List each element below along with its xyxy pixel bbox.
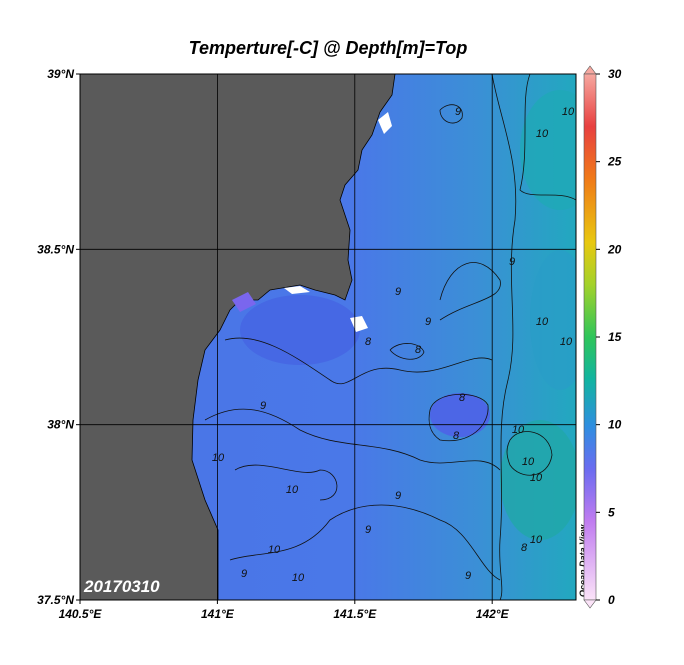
colorbar-tick-label: 0 [608,593,615,607]
contour-label: 9 [465,570,471,582]
y-tick-label: 37.5°N [37,593,74,607]
contour-label: 8 [365,336,372,348]
land [80,74,396,600]
warm-patch [520,90,576,210]
bay [232,292,256,312]
y-tick-label: 39°N [47,67,74,81]
colorbar-tick-label: 15 [608,330,622,344]
x-tick-label: 142°E [476,607,510,621]
contour-label: 9 [509,256,515,268]
contour-label: 9 [241,568,247,580]
x-tick-label: 141°E [201,607,235,621]
contour-label: 8 [453,430,460,442]
contour-label: 9 [395,286,401,298]
colorbar-tick-label: 10 [608,418,622,432]
colorbar-tick-label: 5 [608,505,615,519]
credit: Ocean Data View [578,524,588,597]
colorbar: 0 5 10 15 20 25 30 [583,65,622,609]
contour-label: 9 [455,106,461,118]
contour-label: 10 [512,424,525,436]
contour-label: 10 [536,128,549,140]
cool-patch [240,295,360,365]
contour-label: 9 [395,490,401,502]
contour-label: 10 [522,456,535,468]
colorbar-arrow [583,65,597,75]
contour-label: 10 [562,106,575,118]
x-tick-label: 141.5°E [333,607,377,621]
date-label: 20170310 [83,577,160,596]
contour-label: 10 [560,336,573,348]
contour-label: 10 [286,484,299,496]
cool-patch [430,393,490,437]
map-frame [79,73,577,601]
contours [204,74,576,600]
contour-label: 9 [260,400,266,412]
warm-patch [530,250,576,390]
contour-label: 10 [536,316,549,328]
contour-label: 10 [530,472,543,484]
map-title: Temperture[-C] @ Depth[m]=Top [189,38,468,58]
x-tick-label: 140.5°E [59,607,103,621]
colorbar-tick-label: 30 [608,67,622,81]
colorbar-bar [583,73,597,601]
colorbar-arrow [583,599,597,609]
contour-label: 10 [268,544,281,556]
contour-label: 8 [521,542,528,554]
contour-label: 8 [415,344,422,356]
grid [80,74,576,600]
colorbar-tick-label: 20 [607,242,622,256]
contour-label: 8 [459,392,466,404]
contour-label: 10 [292,572,305,584]
y-tick-label: 38°N [47,418,74,432]
contour-label: 9 [425,316,431,328]
contour-label: 10 [212,452,225,464]
warm-patch [500,420,576,540]
contour-label: 10 [530,534,543,546]
y-tick-label: 38.5°N [37,242,74,256]
colorbar-tick-label: 25 [607,155,622,169]
contour-label: 9 [365,524,371,536]
